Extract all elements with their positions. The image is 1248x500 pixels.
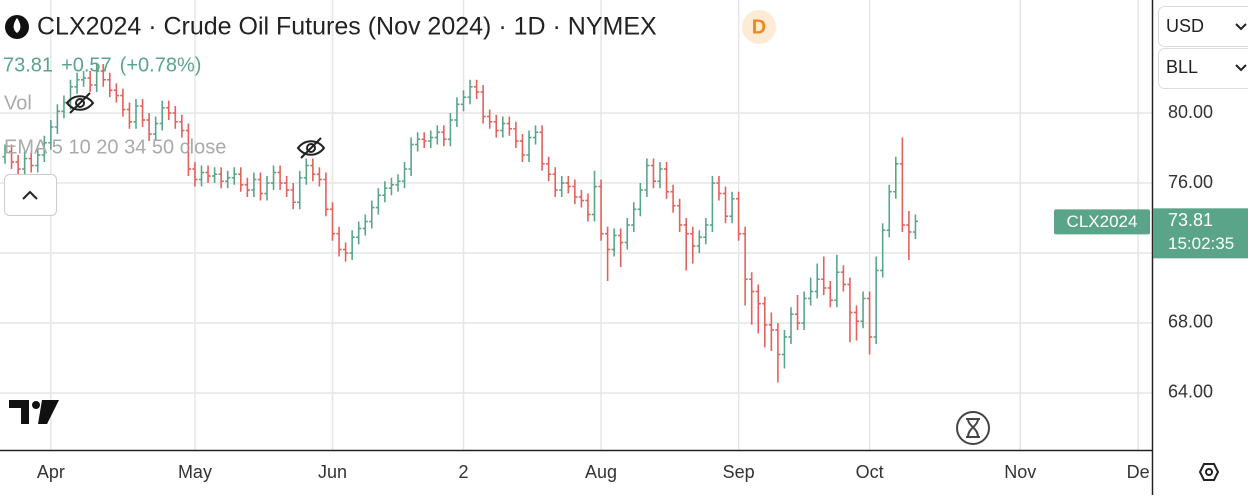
price-label: 73.81 — [1168, 210, 1213, 230]
y-tick-label: 64.00 — [1168, 382, 1213, 402]
x-tick-label: 2 — [458, 462, 468, 482]
y-tick-label: 68.00 — [1168, 312, 1213, 332]
indicator-vol[interactable]: Vol — [4, 92, 32, 114]
price-time: 15:02:35 — [1168, 234, 1234, 253]
currency: USD — [1166, 16, 1204, 36]
y-tick-label: 76.00 — [1168, 172, 1213, 192]
symbol-label: CLX2024 — [1067, 212, 1138, 231]
quote-change-pct: (+0.78%) — [120, 54, 202, 76]
x-tick-label: May — [178, 462, 212, 482]
x-tick-label: Sep — [723, 462, 755, 482]
unit: BLL — [1166, 57, 1198, 77]
y-tick-label: 80.00 — [1168, 102, 1213, 122]
quote-last: 73.81 — [3, 54, 53, 76]
chart-title: CLX2024 · Crude Oil Futures (Nov 2024) ·… — [37, 13, 657, 41]
x-tick-label: De — [1127, 462, 1150, 482]
collapse-button[interactable] — [5, 175, 57, 216]
badge: D — [752, 16, 766, 38]
x-tick-label: Oct — [856, 462, 884, 482]
x-tick-label: Jun — [318, 462, 347, 482]
x-tick-label: Nov — [1004, 462, 1036, 482]
x-tick-label: Apr — [37, 462, 65, 482]
x-tick-label: Aug — [585, 462, 617, 482]
quote-change: +0.57 — [61, 54, 112, 76]
indicator-ema[interactable]: EMA 5 10 20 34 50 close — [4, 136, 226, 158]
